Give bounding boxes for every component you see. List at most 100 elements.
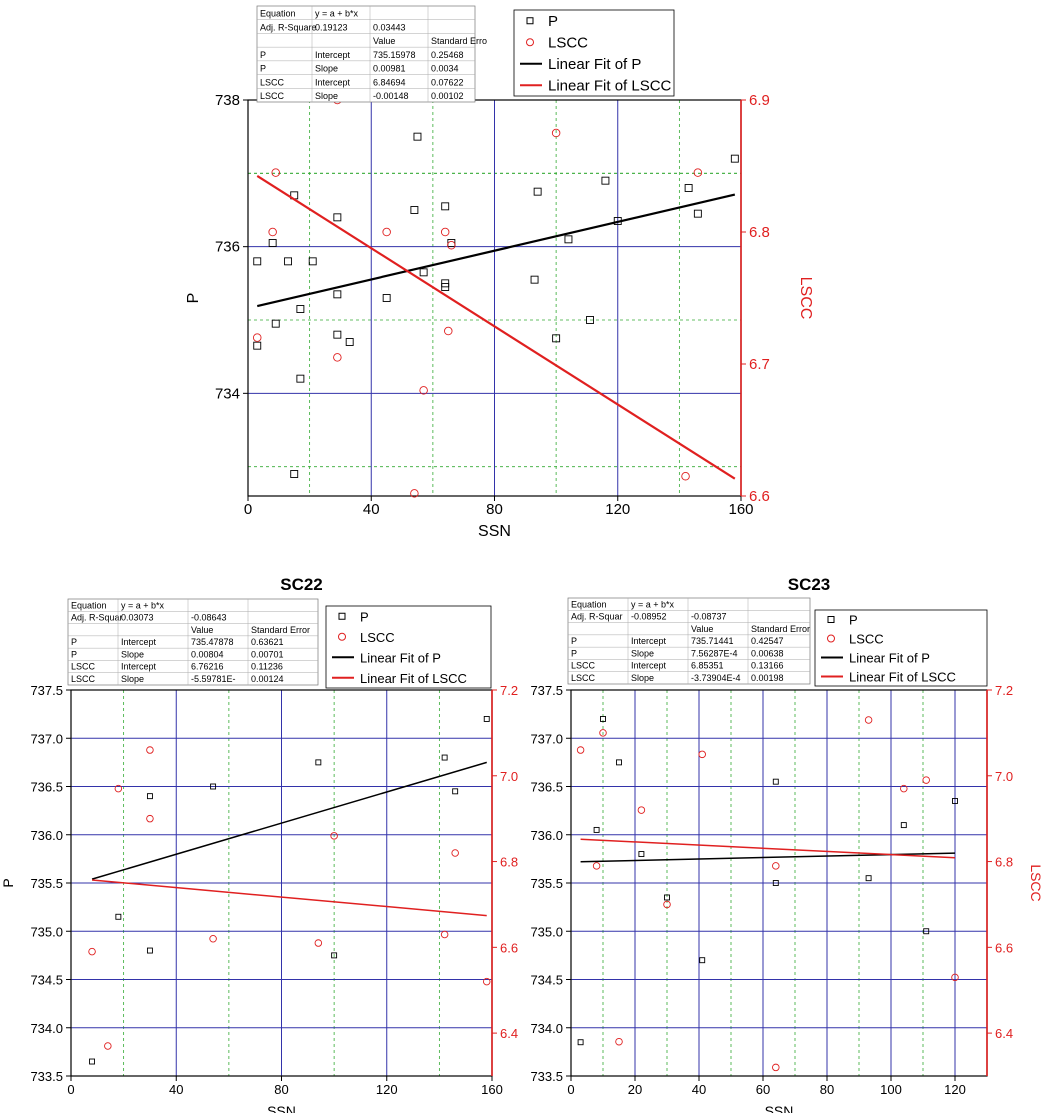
point-lscc xyxy=(451,849,459,857)
legend-label: Linear Fit of LSCC xyxy=(849,670,956,685)
legend: P LSCC Linear Fit of P Linear Fit of LSCC xyxy=(325,605,492,689)
fit-table-cell: 0.03443 xyxy=(373,22,406,32)
y-tick-label: 734.5 xyxy=(530,973,563,988)
point-lscc xyxy=(698,750,706,759)
point-lscc xyxy=(330,832,338,840)
fit-table-cell: Adj. R-Squar xyxy=(571,612,623,622)
point-p xyxy=(533,187,542,196)
fit-table-cell: LSCC xyxy=(571,673,596,683)
fit-table-cell: 0.07622 xyxy=(431,77,464,87)
legend-label: Linear Fit of P xyxy=(360,650,441,665)
point-p xyxy=(601,176,610,185)
legend-label: Linear Fit of LSCC xyxy=(360,671,467,686)
y-tick-label: 735.5 xyxy=(30,876,63,891)
fit-table-cell: Intercept xyxy=(121,662,157,672)
fit-table-cell: Intercept xyxy=(631,636,667,646)
fit-table-cell: Adj. R-Square xyxy=(260,22,317,32)
fit-table-cell: Standard Error xyxy=(251,625,310,635)
x-tick-label: 160 xyxy=(481,1082,503,1097)
fit-table-cell: 0.13166 xyxy=(751,661,784,671)
legend-symbol-lscc xyxy=(827,634,835,643)
fit-table-cell: Slope xyxy=(631,648,654,658)
x-tick-label: 80 xyxy=(820,1082,834,1097)
point-p xyxy=(115,913,122,920)
y-tick-label: 736 xyxy=(215,239,240,256)
fit-table-cell: y = a + b*x xyxy=(315,9,359,19)
point-p xyxy=(772,880,779,886)
grid xyxy=(248,100,741,496)
fit-table-cell: 0.19123 xyxy=(315,22,348,32)
fit-table-cell: Equation xyxy=(71,600,107,610)
y2-tick-label: 6.4 xyxy=(500,1026,518,1041)
y-tick-label: 735.0 xyxy=(30,924,63,939)
point-p xyxy=(772,778,779,785)
point-p xyxy=(952,798,958,804)
y2-axis-label: LSCC xyxy=(797,277,814,320)
x-tick-label: 20 xyxy=(628,1082,642,1097)
point-p xyxy=(410,206,419,214)
fit-table-cell: P xyxy=(260,64,266,74)
fit-table-cell: 0.25468 xyxy=(431,50,464,60)
y-tick-label: 737.5 xyxy=(530,683,563,698)
chart-title: SC22 xyxy=(280,575,323,594)
point-lscc xyxy=(951,973,959,982)
legend-symbol-lscc xyxy=(338,632,346,641)
legend-label: P xyxy=(548,13,558,30)
point-p xyxy=(315,759,322,766)
point-lscc xyxy=(314,939,323,947)
point-p xyxy=(865,875,872,882)
point-p xyxy=(577,1039,584,1046)
legend-symbol-p xyxy=(827,616,835,623)
fit-table-cell: 6.85351 xyxy=(691,661,724,671)
point-p xyxy=(296,305,305,313)
point-lscc xyxy=(444,326,453,336)
point-lscc xyxy=(271,168,280,177)
y2-tick-label: 7.0 xyxy=(995,769,1013,784)
point-lscc xyxy=(114,784,123,793)
x-tick-label: 0 xyxy=(567,1082,574,1097)
point-lscc xyxy=(482,977,491,986)
fit-table-cell: -0.08952 xyxy=(631,612,667,622)
fit-table-cell: Standard Error xyxy=(751,624,810,634)
fit-line-lscc xyxy=(91,879,487,917)
fit-table-cell: 0.00804 xyxy=(191,649,224,659)
fit-table-cell: 0.63621 xyxy=(251,637,284,647)
point-lscc xyxy=(681,471,690,481)
point-lscc xyxy=(146,814,154,823)
point-p xyxy=(290,470,299,478)
point-lscc xyxy=(864,716,873,724)
fit-table-cell: Value xyxy=(373,36,395,46)
x-tick-label: 40 xyxy=(692,1082,706,1097)
y-tick-label: 733.5 xyxy=(30,1069,63,1084)
y2-tick-label: 7.2 xyxy=(995,683,1013,698)
fit-table-cell: P xyxy=(71,637,77,647)
fit-table-cell: 0.00981 xyxy=(373,64,406,74)
y-axis-label: P xyxy=(0,878,16,887)
point-p xyxy=(530,275,539,284)
x-tick-label: 80 xyxy=(274,1082,288,1097)
y-tick-label: 735.5 xyxy=(530,876,563,891)
point-p xyxy=(586,316,594,324)
fit-table-cell: y = a + b*x xyxy=(121,600,165,610)
point-lscc xyxy=(252,333,262,342)
point-p xyxy=(452,788,459,795)
y2-tick-label: 7.0 xyxy=(500,769,518,784)
y-tick-label: 734.0 xyxy=(530,1021,563,1036)
point-lscc xyxy=(693,168,703,177)
point-p xyxy=(146,947,153,954)
fit-table-cell: -0.08643 xyxy=(191,613,227,623)
fit-table-cell: Slope xyxy=(315,64,338,74)
point-p xyxy=(89,1058,96,1065)
y-tick-label: 734.0 xyxy=(30,1021,63,1036)
x-tick-label: 120 xyxy=(376,1082,398,1097)
fit-table-cell: 6.76216 xyxy=(191,662,224,672)
fit-table-cell: LSCC xyxy=(571,661,596,671)
point-lscc xyxy=(615,1037,623,1046)
fit-table-cell: Equation xyxy=(260,9,296,19)
point-lscc xyxy=(382,227,391,237)
point-lscc xyxy=(599,729,607,737)
fit-table-cell: 6.84694 xyxy=(373,77,406,87)
y2-tick-label: 6.8 xyxy=(995,855,1013,870)
